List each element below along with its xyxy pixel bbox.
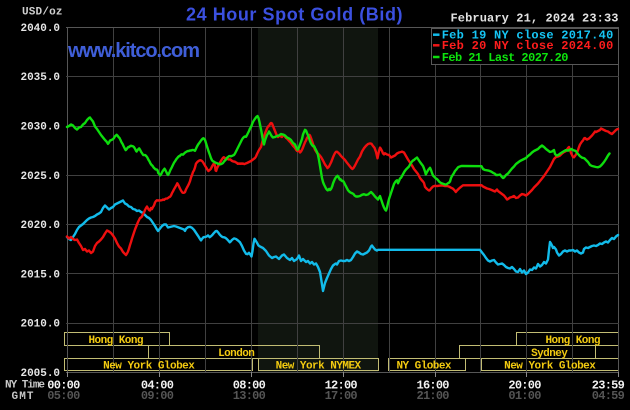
svg-text:NY Time: NY Time — [5, 380, 45, 392]
svg-text:London: London — [218, 348, 255, 360]
svg-text:2010.0: 2010.0 — [21, 319, 61, 331]
svg-text:09:00: 09:00 — [141, 389, 174, 403]
svg-text:February 21, 2024 23:33: February 21, 2024 23:33 — [451, 11, 619, 25]
svg-text:GMT: GMT — [12, 391, 34, 403]
svg-text:20:00: 20:00 — [508, 378, 541, 392]
svg-text:2015.0: 2015.0 — [21, 269, 61, 281]
svg-text:2025.0: 2025.0 — [21, 171, 61, 183]
svg-text:08:00: 08:00 — [233, 378, 266, 392]
svg-text:16:00: 16:00 — [417, 378, 450, 392]
svg-text:2020.0: 2020.0 — [21, 220, 61, 232]
svg-text:NY Globex: NY Globex — [397, 360, 452, 372]
svg-text:Hong Kong: Hong Kong — [89, 335, 144, 347]
svg-text:04:00: 04:00 — [141, 378, 174, 392]
svg-text:21:00: 21:00 — [417, 389, 450, 403]
svg-text:Feb 21 Last 2027.20: Feb 21 Last 2027.20 — [442, 51, 569, 65]
svg-text:12:00: 12:00 — [325, 378, 358, 392]
svg-text:2005.0: 2005.0 — [21, 368, 61, 380]
svg-text:2040.0: 2040.0 — [21, 23, 61, 35]
svg-text:Sydney: Sydney — [531, 348, 568, 360]
svg-text:New York Globex: New York Globex — [103, 360, 195, 372]
svg-text:00:00: 00:00 — [47, 378, 80, 392]
svg-text:17:00: 17:00 — [325, 389, 358, 403]
svg-text:05:00: 05:00 — [47, 389, 80, 403]
svg-text:USD/oz: USD/oz — [22, 7, 63, 19]
svg-text:www.kitco.com: www.kitco.com — [67, 40, 200, 62]
svg-text:01:00: 01:00 — [508, 389, 541, 403]
svg-text:24 Hour Spot Gold (Bid): 24 Hour Spot Gold (Bid) — [186, 5, 403, 25]
svg-text:2035.0: 2035.0 — [21, 72, 61, 84]
svg-text:New York Globex: New York Globex — [504, 360, 596, 372]
svg-text:Hong Kong: Hong Kong — [546, 335, 601, 347]
svg-text:23:59: 23:59 — [592, 378, 625, 392]
svg-text:Feb 20 NY close 2024.00: Feb 20 NY close 2024.00 — [442, 39, 614, 53]
svg-text:04:59: 04:59 — [592, 389, 625, 403]
svg-text:2030.0: 2030.0 — [21, 122, 61, 134]
svg-text:13:00: 13:00 — [233, 389, 266, 403]
svg-text:New York NYMEX: New York NYMEX — [276, 360, 362, 372]
svg-text:Feb 19 NY close 2017.40: Feb 19 NY close 2017.40 — [442, 29, 614, 43]
